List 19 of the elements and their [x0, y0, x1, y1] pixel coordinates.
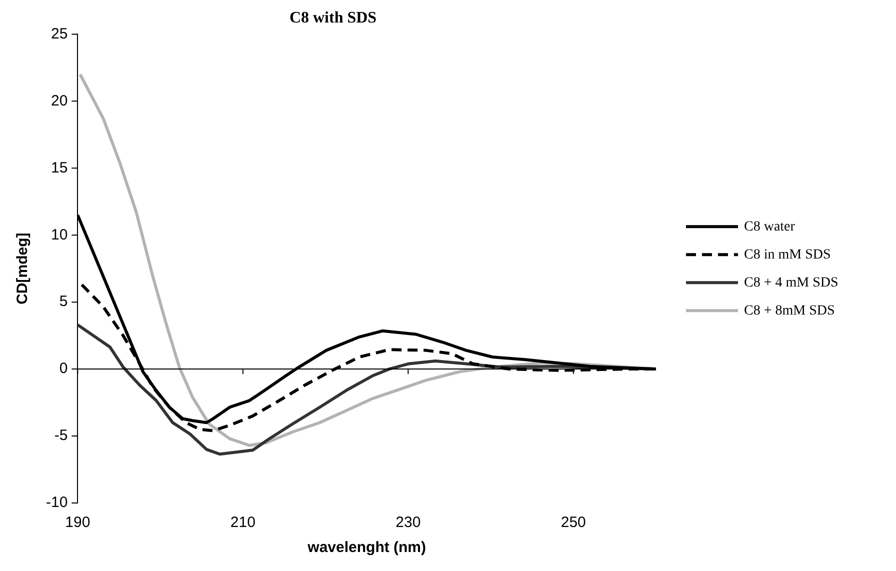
x-tick-label: 210 — [230, 514, 256, 532]
x-axis-title: wavelenght (nm) — [306, 539, 426, 556]
y-tick-label: 25 — [50, 25, 68, 42]
y-tick-label: 5 — [59, 293, 68, 310]
x-tick-label: 250 — [560, 514, 586, 532]
y-tick-label: 15 — [50, 159, 68, 176]
y-tick-label: -10 — [46, 494, 68, 512]
y-tick-label: -5 — [54, 427, 68, 444]
x-tick-label: 230 — [396, 514, 421, 532]
y-tick-label: 0 — [59, 360, 68, 378]
y-axis-title: CD[mdeg] — [14, 232, 32, 304]
legend-label: C8 + 8mM SDS — [744, 303, 835, 318]
y-tick-label: 10 — [50, 226, 68, 244]
x-tick-label: 190 — [65, 514, 90, 532]
chart-title: C8 with SDS — [289, 10, 377, 27]
legend-label: C8 + 4 mM SDS — [744, 275, 838, 290]
legend-label: C8 in mM SDS — [744, 247, 831, 262]
y-tick-label: 20 — [50, 92, 68, 110]
legend-label: C8 water — [744, 219, 796, 234]
